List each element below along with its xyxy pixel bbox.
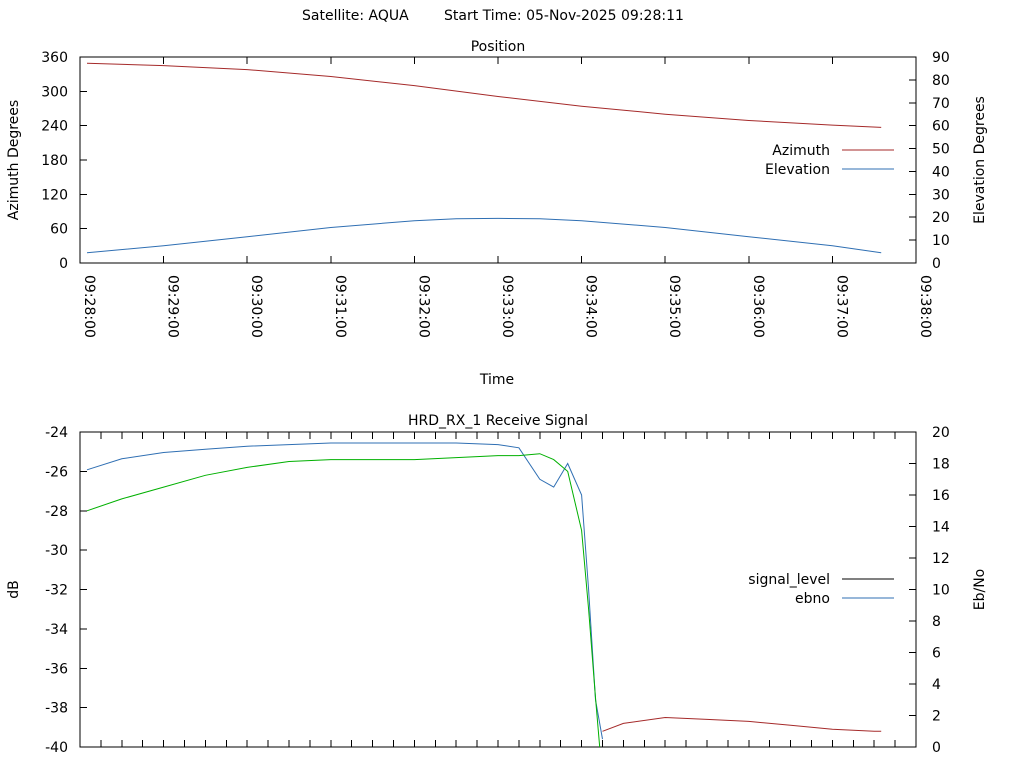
chart1-y2-tick-label: 70 xyxy=(932,96,950,112)
chart2-series-line-trace-2 xyxy=(86,453,601,748)
chart2-y2-tick-label: 18 xyxy=(932,457,950,473)
chart2-y2-tick-label: 20 xyxy=(932,425,950,441)
chart1-y2-axis-label: Elevation Degrees xyxy=(972,96,988,224)
chart1-series-line-Elevation xyxy=(86,217,882,254)
chart1-legend-label: Elevation xyxy=(765,162,830,178)
chart1-x-tick-label: 09:33:00 xyxy=(499,275,515,338)
chart2-y-tick-label: -34 xyxy=(45,622,68,638)
chart2-y2-tick-label: 16 xyxy=(932,488,950,504)
chart2-y2-tick-label: 10 xyxy=(932,583,950,599)
chart1-x-tick-label: 09:34:00 xyxy=(583,275,599,338)
chart2-y-tick-label: -28 xyxy=(45,504,68,520)
chart1-x-tick-label: 09:38:00 xyxy=(917,275,933,338)
chart1-x-axis-label: Time xyxy=(479,372,514,388)
chart2-y-tick-label: -24 xyxy=(45,425,68,441)
chart2-y2-tick-label: 8 xyxy=(932,614,941,630)
chart1-x-tick-label: 09:35:00 xyxy=(666,275,682,338)
chart1-x-tick-label: 09:36:00 xyxy=(750,275,766,338)
chart2-y-tick-label: -38 xyxy=(45,701,68,717)
chart2-y2-tick-label: 12 xyxy=(932,551,950,567)
chart1-plot-frame xyxy=(79,56,917,264)
chart1-x-tick-label: 09:30:00 xyxy=(248,275,264,338)
chart1-y2-tick-label: 10 xyxy=(932,233,950,249)
chart1-y2-tick-label: 60 xyxy=(932,119,950,135)
chart1-y-axis-label: Azimuth Degrees xyxy=(6,100,22,220)
chart2-y-tick-label: -36 xyxy=(45,661,68,677)
chart1-y-tick-label: 300 xyxy=(41,84,68,100)
chart1-y-tick-label: 360 xyxy=(41,50,68,66)
chart2-y-tick-label: -32 xyxy=(45,583,68,599)
chart2-y-tick-label: -26 xyxy=(45,464,68,480)
chart2-y-tick-label: -30 xyxy=(45,543,68,559)
chart2-y-axis-label: dB xyxy=(6,580,22,599)
chart1-series-line-Azimuth xyxy=(86,62,882,128)
chart2-y2-tick-label: 6 xyxy=(932,646,941,662)
chart1-y-tick-label: 0 xyxy=(59,256,68,272)
chart2-y2-tick-label: 4 xyxy=(932,677,941,693)
chart1-x-tick-label: 09:32:00 xyxy=(415,275,431,338)
chart2-y2-tick-label: 0 xyxy=(932,740,941,756)
chart-header: Satellite: AQUA Start Time: 05-Nov-2025 … xyxy=(0,0,1024,34)
chart1-y2-tick-label: 40 xyxy=(932,164,950,180)
chart1-y2-tick-label: 30 xyxy=(932,187,950,203)
satellite-label: Satellite: AQUA xyxy=(302,8,409,24)
chart1-x-tick-label: 09:37:00 xyxy=(833,275,849,338)
chart1-y-tick-label: 60 xyxy=(50,222,68,238)
chart2-y2-axis-label: Eb/No xyxy=(972,569,988,611)
chart2-title: HRD_RX_1 Receive Signal xyxy=(408,413,588,429)
chart2-legend-label: ebno xyxy=(795,591,830,607)
chart2-y-tick-label: -40 xyxy=(45,740,68,756)
chart1-x-tick-label: 09:28:00 xyxy=(81,275,97,338)
chart1-y2-tick-label: 80 xyxy=(932,73,950,89)
chart2-series-line-trace-3 xyxy=(602,716,882,732)
chart1-legend-label: Azimuth xyxy=(772,143,830,159)
start-time-label: Start Time: 05-Nov-2025 09:28:11 xyxy=(444,8,684,24)
chart1-y2-tick-label: 0 xyxy=(932,256,941,272)
chart2-y2-tick-label: 14 xyxy=(932,520,950,536)
chart1-x-tick-label: 09:29:00 xyxy=(165,275,181,338)
chart1-y-tick-label: 120 xyxy=(41,187,68,203)
chart1-title: Position xyxy=(471,39,526,55)
chart2-plot-frame xyxy=(79,431,917,748)
chart1-x-tick-label: 09:31:00 xyxy=(332,275,348,338)
chart1-y2-tick-label: 50 xyxy=(932,142,950,158)
chart1-y-tick-label: 180 xyxy=(41,153,68,169)
chart1-y-tick-label: 240 xyxy=(41,119,68,135)
chart2-y2-tick-label: 2 xyxy=(932,709,941,725)
chart1-y2-tick-label: 20 xyxy=(932,210,950,226)
chart2-legend-label: signal_level xyxy=(748,572,830,588)
chart2-series-line-ebno xyxy=(86,442,603,740)
chart1-y2-tick-label: 90 xyxy=(932,50,950,66)
